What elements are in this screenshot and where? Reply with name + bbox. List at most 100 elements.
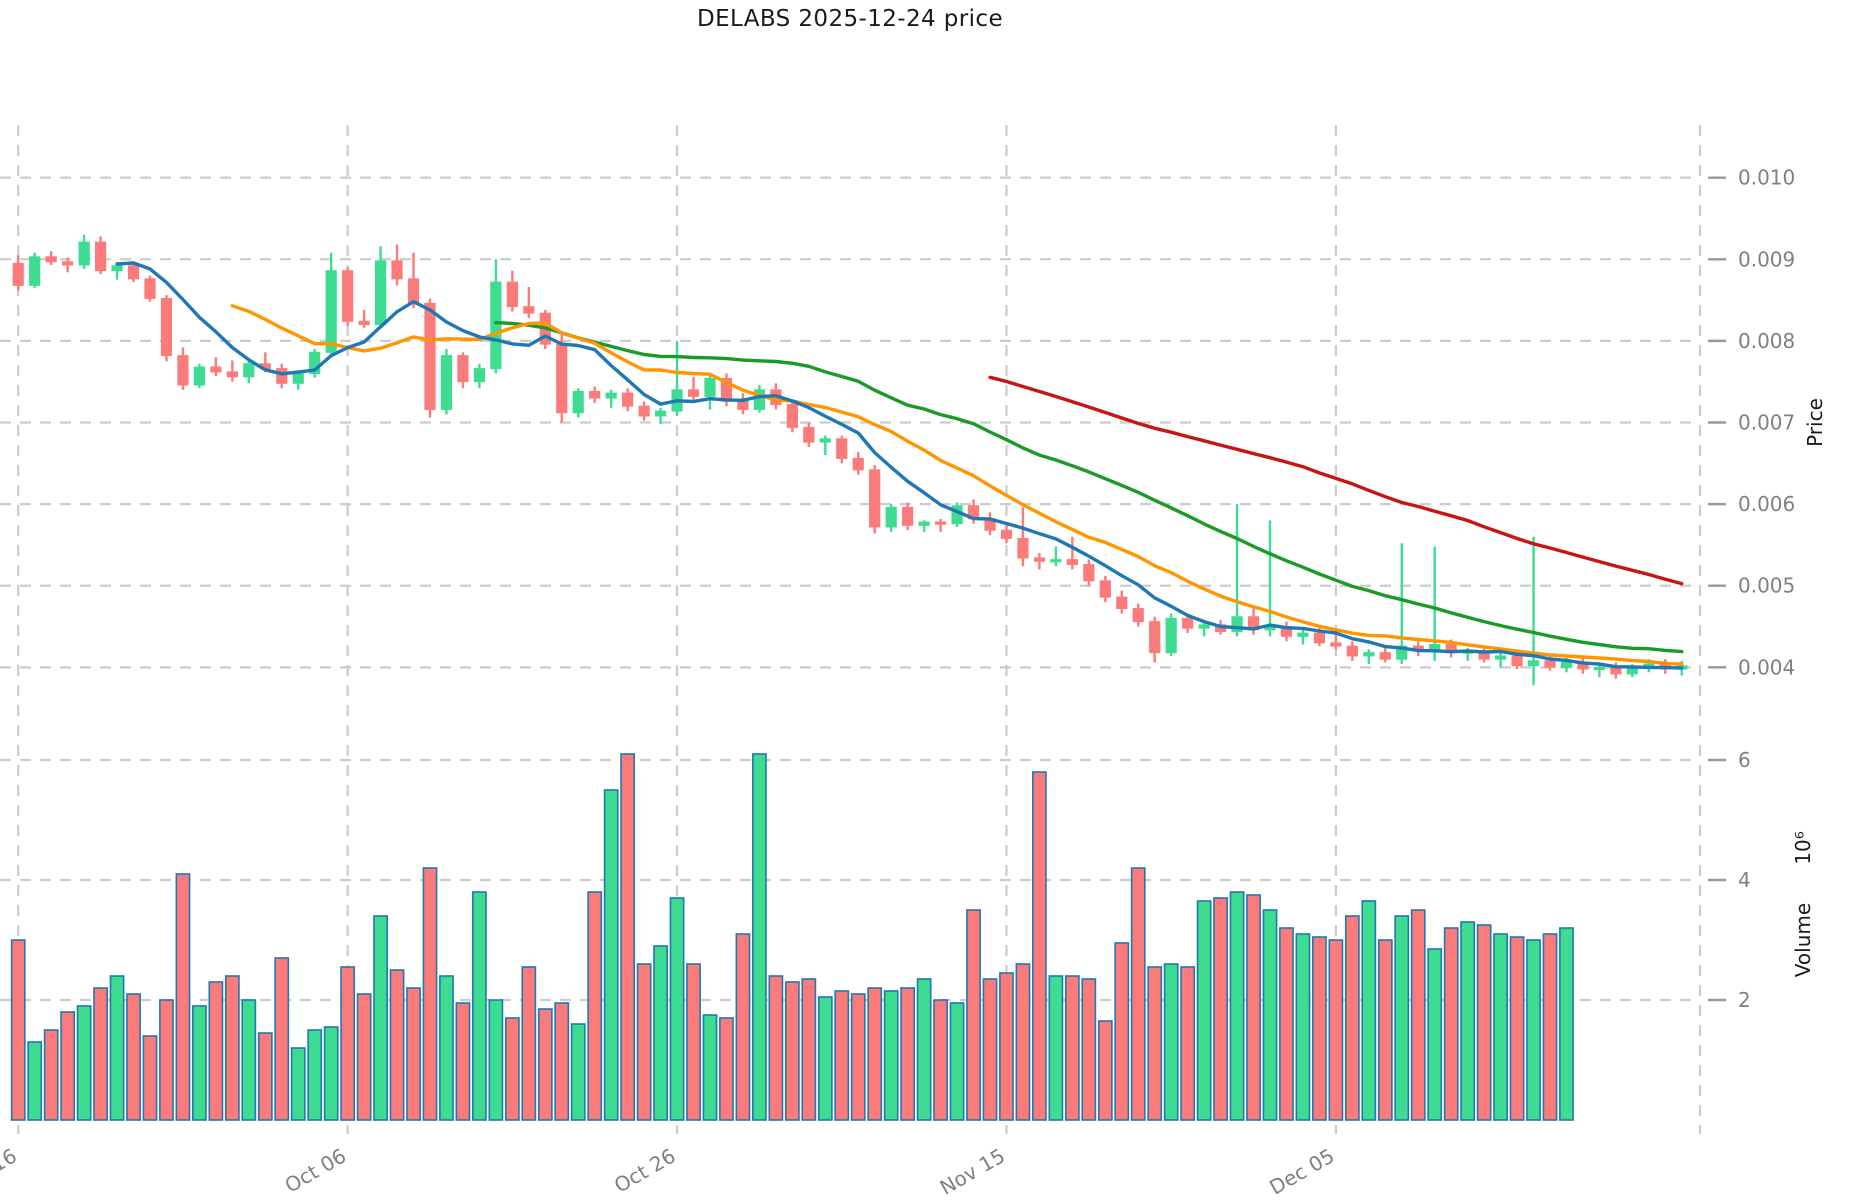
volume-bar	[224, 975, 240, 1121]
volume-bar	[653, 945, 668, 1121]
volume-bar	[686, 963, 701, 1121]
volume-bar	[455, 1002, 471, 1121]
volume-bar	[1427, 948, 1443, 1121]
volume-bar	[159, 999, 174, 1121]
candle-body	[1231, 616, 1243, 632]
candle-body	[589, 390, 601, 399]
volume-bar	[93, 987, 108, 1121]
volume-bar	[949, 1002, 965, 1121]
volume-bar	[1542, 933, 1558, 1121]
volume-axis-exponent: 10⁶	[1791, 831, 1815, 864]
volume-bar	[307, 1029, 323, 1121]
candle-body	[638, 405, 650, 417]
candle-body	[836, 438, 848, 459]
candle-body	[226, 371, 238, 378]
candle-body	[687, 389, 700, 397]
volume-bar	[439, 975, 454, 1121]
volume-bar	[867, 987, 883, 1121]
volume-bar	[834, 990, 850, 1121]
candle-body	[440, 355, 453, 410]
candle-body	[1099, 580, 1111, 598]
x-tick-label: Oct 06	[281, 1144, 350, 1198]
volume-bar	[1559, 927, 1574, 1121]
candle-body	[1165, 617, 1177, 654]
volume-bar	[966, 909, 981, 1121]
volume-bar	[1064, 975, 1080, 1121]
candle-body	[654, 410, 667, 417]
candle-body	[1033, 557, 1046, 562]
candle-body	[737, 400, 749, 410]
volume-bar	[1147, 966, 1163, 1121]
volume-bar	[719, 1017, 734, 1121]
candle-body	[407, 278, 420, 304]
candle-body	[1313, 632, 1326, 644]
candle-body	[292, 373, 304, 384]
candle-body	[12, 262, 24, 286]
volume-bar	[1032, 771, 1047, 1121]
volume-bar	[1081, 978, 1097, 1121]
candle-body	[358, 320, 370, 326]
volume-bar	[982, 978, 998, 1121]
volume-tick-label: 6	[1738, 748, 1751, 772]
volume-bar	[1180, 966, 1196, 1121]
ma-xlong-line	[988, 375, 1684, 586]
candle-body	[753, 389, 766, 410]
candle-body	[605, 392, 617, 399]
candle-body	[1560, 661, 1573, 668]
volume-bar	[27, 1041, 43, 1121]
volume-bar	[801, 978, 817, 1121]
candle-body	[1132, 608, 1144, 623]
volume-bar	[883, 990, 899, 1121]
volume-bar	[752, 753, 767, 1121]
volume-bar	[356, 993, 372, 1121]
volume-bar	[669, 897, 685, 1121]
candle-body	[144, 278, 156, 299]
volume-bar	[142, 1035, 158, 1121]
volume-bar	[554, 1002, 570, 1121]
price-tick-label: 0.007	[1738, 411, 1795, 435]
candle-body	[1544, 660, 1556, 668]
candle-body	[78, 241, 90, 266]
candle-body	[1000, 529, 1013, 539]
x-tick-label: Sep 16	[0, 1144, 21, 1200]
candle-body	[1116, 596, 1128, 610]
candle-body	[1330, 642, 1342, 647]
volume-bar	[603, 789, 619, 1121]
candle-body	[704, 377, 716, 397]
volume-bar	[1279, 927, 1294, 1121]
volume-bar	[175, 873, 191, 1121]
volume-bar	[999, 972, 1014, 1121]
candle-body	[1396, 645, 1408, 660]
candle-body	[1198, 624, 1210, 629]
volume-bar	[1246, 894, 1261, 1121]
candle-body	[918, 521, 930, 526]
volume-bar	[1460, 921, 1476, 1121]
volume-bar	[504, 1017, 520, 1121]
volume-bar	[1048, 975, 1064, 1121]
candle-body	[342, 270, 354, 322]
volume-axis-title: Volume	[1791, 903, 1815, 977]
volume-bar	[389, 969, 405, 1121]
candle-body	[243, 363, 255, 378]
volume-bar	[1344, 915, 1360, 1121]
candle-body	[160, 297, 173, 357]
volume-axis-title-group: Volume 10⁶	[1791, 831, 1815, 977]
candle-body	[506, 281, 518, 308]
volume-bar	[916, 978, 932, 1121]
candle-body	[572, 390, 584, 414]
candle-body	[457, 355, 469, 383]
volume-bar	[1410, 909, 1426, 1121]
candle-body	[45, 256, 57, 263]
volume-bar	[76, 1005, 92, 1121]
volume-bar	[373, 915, 388, 1121]
ma-short-line	[115, 261, 1684, 670]
candle-body	[193, 366, 206, 386]
chart-title: DELABS 2025-12-24 price	[696, 6, 1004, 32]
volume-bar	[406, 987, 421, 1121]
volume-bar	[1213, 897, 1228, 1121]
candle-body	[94, 241, 107, 272]
volume-bar	[109, 975, 125, 1121]
volume-bar	[1163, 963, 1179, 1121]
volume-bar	[274, 957, 290, 1121]
